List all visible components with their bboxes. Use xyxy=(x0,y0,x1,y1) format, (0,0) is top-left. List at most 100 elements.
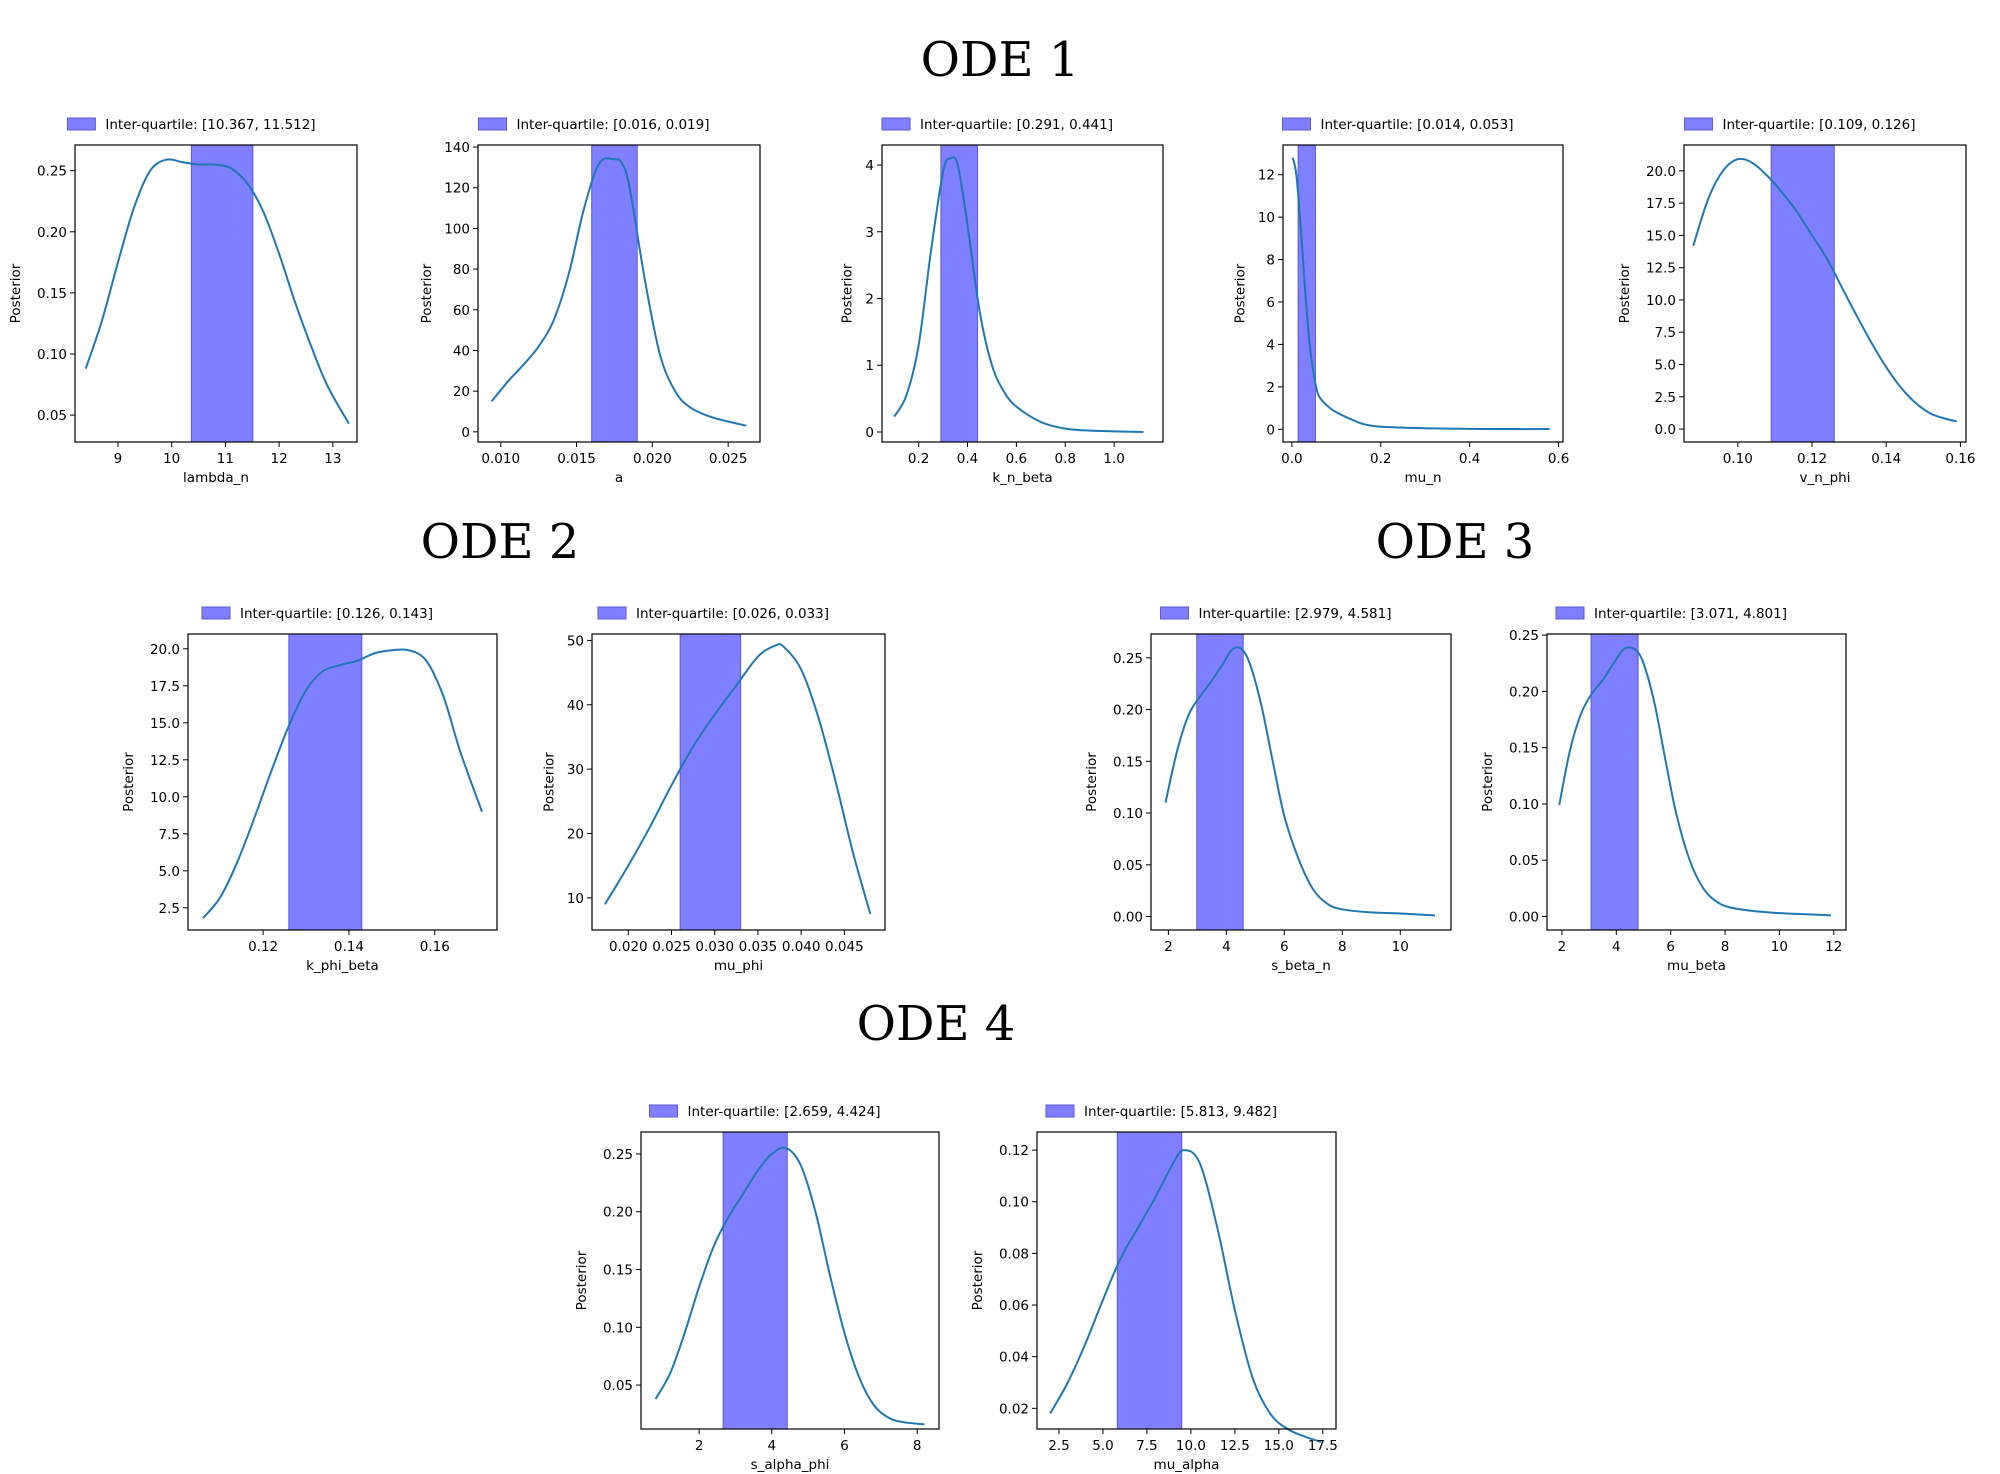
y-tick-label: 5.0 xyxy=(1655,358,1676,374)
interquartile-band xyxy=(1590,633,1639,931)
y-tick-label: 0.05 xyxy=(603,1378,633,1394)
y-axis-label: Posterior xyxy=(8,263,24,323)
y-tick-label: 0 xyxy=(865,425,874,441)
x-tick-label: 0.025 xyxy=(709,451,748,467)
legend-swatch xyxy=(66,117,96,131)
y-tick-label: 80 xyxy=(453,262,470,278)
interquartile-band xyxy=(940,144,979,443)
y-axis-label: Posterior xyxy=(970,1250,986,1310)
x-tick-label: 10 xyxy=(163,451,180,467)
y-tick-label: 0 xyxy=(461,425,470,441)
y-tick-label: 4 xyxy=(1266,337,1275,353)
y-tick-label: 17.5 xyxy=(150,679,180,695)
y-tick-label: 10 xyxy=(1258,210,1275,226)
posterior-curve xyxy=(490,157,747,427)
x-axis-label: k_phi_beta xyxy=(306,958,379,974)
x-axis-label: v_n_phi xyxy=(1800,470,1851,486)
x-tick-label: 10 xyxy=(1771,939,1788,955)
y-tick-label: 0.08 xyxy=(999,1246,1029,1262)
subplot-7: 0.020 0.025 0.030 0.035 0.040 0.045 10 20 30 40 50… xyxy=(541,606,886,974)
x-tick-label: 0.2 xyxy=(908,451,929,467)
y-tick-label: 20 xyxy=(567,826,584,842)
y-axis-label: Posterior xyxy=(1084,752,1100,812)
axes-frame xyxy=(1036,1131,1337,1430)
interquartile-band xyxy=(679,633,742,931)
y-tick-label: 0.05 xyxy=(37,408,67,424)
x-tick-label: 0.8 xyxy=(1055,451,1076,467)
y-tick-label: 20.0 xyxy=(150,642,180,658)
y-tick-label: 4 xyxy=(865,158,874,174)
x-tick-label: 6 xyxy=(840,1438,849,1454)
y-tick-label: 0.00 xyxy=(1113,910,1143,926)
legend-label: Inter-quartile: [0.014, 0.053] xyxy=(1321,117,1514,133)
x-tick-label: 0.020 xyxy=(633,451,672,467)
axes-frame xyxy=(1150,633,1452,931)
posterior-curve xyxy=(1164,646,1436,917)
legend-swatch xyxy=(881,117,911,131)
group-title-ode-4: ODE 4 xyxy=(857,996,1016,1052)
x-tick-label: 0.045 xyxy=(825,939,864,955)
y-tick-label: 15.0 xyxy=(150,716,180,732)
subplot-5: 0.10 0.12 0.14 0.16 0.0 2.5 5.0 7.5 10.0 12.5 15.0… xyxy=(1617,117,1976,486)
y-tick-label: 0.20 xyxy=(1113,703,1143,719)
posterior-curve xyxy=(654,1146,925,1426)
y-tick-label: 20 xyxy=(453,384,470,400)
y-tick-label: 12.5 xyxy=(1646,261,1676,277)
legend-label: Inter-quartile: [0.126, 0.143] xyxy=(240,606,433,622)
x-tick-label: 6 xyxy=(1280,939,1289,955)
y-tick-label: 0.10 xyxy=(603,1320,633,1336)
y-tick-label: 3 xyxy=(865,225,874,241)
y-tick-label: 2 xyxy=(865,292,874,308)
interquartile-band xyxy=(288,633,363,931)
y-tick-label: 0.0 xyxy=(1655,422,1676,438)
x-tick-label: 0.12 xyxy=(1797,451,1827,467)
y-tick-label: 0.20 xyxy=(603,1205,633,1221)
subplot-4: 0.0 0.2 0.4 0.6 0 2 4 6 8 10 12 mu_n Posterior Inter-… xyxy=(1232,117,1569,486)
x-tick-label: 0.14 xyxy=(1871,451,1901,467)
legend-swatch xyxy=(1160,606,1189,620)
y-tick-label: 0.10 xyxy=(1509,797,1539,813)
legend-swatch xyxy=(1282,117,1311,131)
x-tick-label: 15.0 xyxy=(1264,1438,1294,1454)
x-tick-label: 0.0 xyxy=(1281,451,1302,467)
y-axis-label: Posterior xyxy=(1617,263,1633,323)
y-tick-label: 12 xyxy=(1258,168,1275,184)
posterior-curve xyxy=(1692,157,1957,423)
posterior-curve xyxy=(1558,646,1832,917)
y-axis-label: Posterior xyxy=(419,263,435,323)
y-tick-label: 0.15 xyxy=(1509,741,1539,757)
y-tick-label: 50 xyxy=(567,633,584,649)
posterior-curve xyxy=(202,648,483,919)
subplots: 9 10 11 12 130.050.100.150.200.25lambda_nPos… xyxy=(8,117,1976,1473)
x-tick-label: 0.6 xyxy=(1006,451,1027,467)
y-tick-label: 0.12 xyxy=(999,1143,1029,1159)
axes-frame xyxy=(74,144,358,443)
axes-frame xyxy=(187,633,498,931)
axes-frame xyxy=(591,633,886,931)
y-tick-label: 0 xyxy=(1266,422,1275,438)
x-tick-label: 4 xyxy=(768,1438,777,1454)
x-tick-label: 4 xyxy=(1612,939,1621,955)
interquartile-band xyxy=(1196,633,1244,931)
x-axis-label: mu_alpha xyxy=(1154,1457,1220,1473)
x-tick-label: 0.015 xyxy=(557,451,596,467)
x-tick-label: 12 xyxy=(271,451,288,467)
x-tick-label: 2 xyxy=(695,1438,704,1454)
legend-label: Inter-quartile: [0.109, 0.126] xyxy=(1723,117,1916,133)
x-tick-label: 17.5 xyxy=(1308,1438,1338,1454)
y-tick-label: 0.25 xyxy=(37,164,67,180)
x-tick-label: 11 xyxy=(217,451,234,467)
posterior-curve xyxy=(604,643,872,915)
x-axis-label: a xyxy=(615,470,623,486)
interquartile-band xyxy=(1770,144,1835,443)
posterior-curve xyxy=(1049,1149,1322,1443)
y-tick-label: 0.10 xyxy=(37,347,67,363)
axes-frame xyxy=(881,144,1164,443)
y-tick-label: 0.10 xyxy=(1113,806,1143,822)
legend-swatch xyxy=(1045,1104,1075,1118)
y-tick-label: 20.0 xyxy=(1646,164,1676,180)
subplot-1: 9 10 11 12 13 0.05 0.10 0.15 0.20 0.25 lambda_n Pos… xyxy=(8,117,358,486)
y-tick-label: 30 xyxy=(567,762,584,778)
x-tick-label: 10.0 xyxy=(1176,1438,1206,1454)
x-tick-label: 0.2 xyxy=(1370,451,1391,467)
